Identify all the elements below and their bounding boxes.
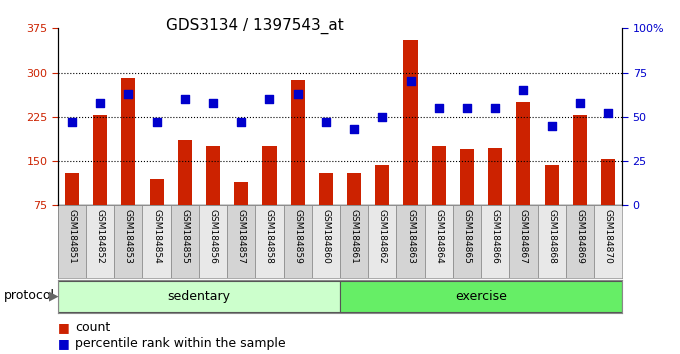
Bar — [347, 173, 361, 205]
Bar — [234, 182, 248, 205]
Text: GSM184865: GSM184865 — [462, 209, 471, 264]
Point — [67, 119, 78, 125]
Text: GSM184852: GSM184852 — [96, 209, 105, 264]
Bar — [65, 173, 79, 205]
Bar — [375, 165, 390, 205]
Point — [518, 87, 529, 93]
Bar — [340, 205, 369, 278]
Text: GSM184868: GSM184868 — [547, 209, 556, 264]
Point — [264, 96, 275, 102]
Point — [405, 79, 416, 84]
Bar — [150, 179, 164, 205]
Text: GSM184857: GSM184857 — [237, 209, 245, 264]
Point — [207, 100, 218, 105]
Bar — [206, 146, 220, 205]
Point — [151, 119, 162, 125]
Text: protocol: protocol — [3, 289, 54, 302]
Text: GSM184859: GSM184859 — [293, 209, 302, 264]
Text: GSM184854: GSM184854 — [152, 209, 161, 264]
Bar — [58, 205, 86, 278]
Bar — [93, 115, 107, 205]
Point — [320, 119, 331, 125]
Bar — [114, 205, 143, 278]
Bar — [256, 205, 284, 278]
Bar — [460, 149, 474, 205]
Point — [236, 119, 247, 125]
Bar — [403, 40, 418, 205]
Bar — [396, 205, 425, 278]
Text: GSM184863: GSM184863 — [406, 209, 415, 264]
Text: ■: ■ — [58, 337, 69, 350]
Bar — [199, 205, 227, 278]
Bar — [86, 205, 114, 278]
Bar — [425, 205, 453, 278]
Bar — [566, 205, 594, 278]
Bar — [340, 281, 622, 312]
Text: count: count — [75, 321, 110, 334]
Bar — [121, 79, 135, 205]
Text: GSM184856: GSM184856 — [209, 209, 218, 264]
Bar — [481, 205, 509, 278]
Bar — [453, 205, 481, 278]
Text: GSM184870: GSM184870 — [604, 209, 613, 264]
Bar — [319, 173, 333, 205]
Text: percentile rank within the sample: percentile rank within the sample — [75, 337, 286, 350]
Bar — [284, 205, 312, 278]
Bar — [177, 141, 192, 205]
Point — [546, 123, 557, 129]
Bar — [369, 205, 396, 278]
Bar — [432, 146, 446, 205]
Bar — [538, 205, 566, 278]
Point — [490, 105, 500, 111]
Bar — [262, 146, 277, 205]
Point — [123, 91, 134, 97]
Bar — [601, 159, 615, 205]
Point — [180, 96, 190, 102]
Bar — [545, 165, 559, 205]
Bar — [58, 281, 340, 312]
Text: GDS3134 / 1397543_at: GDS3134 / 1397543_at — [167, 18, 344, 34]
Point — [377, 114, 388, 120]
Bar — [509, 205, 538, 278]
Point — [349, 126, 360, 132]
Bar — [143, 205, 171, 278]
Text: GSM184862: GSM184862 — [378, 209, 387, 264]
Point — [602, 110, 613, 116]
Text: GSM184867: GSM184867 — [519, 209, 528, 264]
Bar — [573, 115, 587, 205]
Text: GSM184860: GSM184860 — [322, 209, 330, 264]
Text: GSM184869: GSM184869 — [575, 209, 584, 264]
Bar — [171, 205, 199, 278]
Text: ▶: ▶ — [49, 289, 58, 302]
Point — [433, 105, 444, 111]
Text: GSM184858: GSM184858 — [265, 209, 274, 264]
Text: GSM184853: GSM184853 — [124, 209, 133, 264]
Bar — [488, 148, 503, 205]
Text: GSM184866: GSM184866 — [491, 209, 500, 264]
Point — [575, 100, 585, 105]
Text: GSM184861: GSM184861 — [350, 209, 358, 264]
Bar — [516, 102, 530, 205]
Text: GSM184855: GSM184855 — [180, 209, 189, 264]
Text: ■: ■ — [58, 321, 69, 334]
Point — [462, 105, 473, 111]
Bar — [290, 80, 305, 205]
Text: exercise: exercise — [455, 290, 507, 303]
Text: GSM184851: GSM184851 — [67, 209, 76, 264]
Bar — [227, 205, 256, 278]
Text: GSM184864: GSM184864 — [435, 209, 443, 264]
Bar — [594, 205, 622, 278]
Bar — [312, 205, 340, 278]
Text: sedentary: sedentary — [167, 290, 231, 303]
Point — [292, 91, 303, 97]
Point — [95, 100, 105, 105]
